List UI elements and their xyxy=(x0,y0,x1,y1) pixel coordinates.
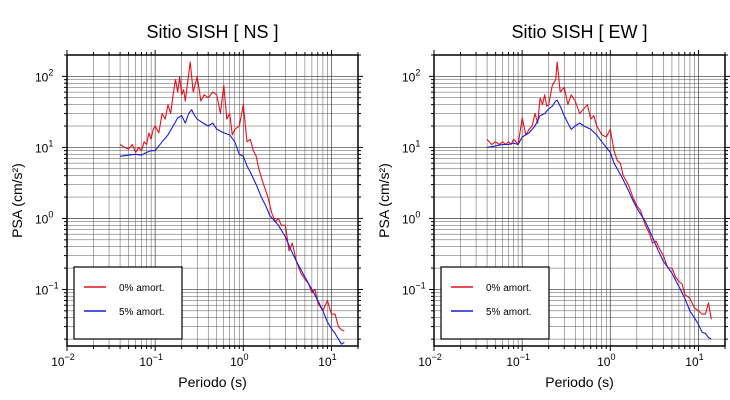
tick-marks xyxy=(429,50,730,351)
tick-base: 10 xyxy=(402,70,416,84)
y-tick-label: 102 xyxy=(35,67,53,84)
y-tick-label: 101 xyxy=(35,138,53,155)
tick-base: 10 xyxy=(35,70,49,84)
series-line-undamped xyxy=(119,61,345,332)
tick-exponent: 2 xyxy=(48,67,53,77)
x-axis-label: Periodo (s) xyxy=(545,374,613,390)
chart-title: Sitio SISH [ EW ] xyxy=(511,22,647,42)
tick-exponent: 1 xyxy=(48,138,53,148)
y-tick-label: 10−1 xyxy=(35,280,59,297)
tick-exponent: −2 xyxy=(432,352,442,362)
y-tick-label: 100 xyxy=(35,209,53,226)
x-tick-label: 10−1 xyxy=(139,352,163,369)
tick-base: 10 xyxy=(35,141,49,155)
tick-exponent: 1 xyxy=(332,352,337,362)
tick-exponent: −1 xyxy=(48,280,58,290)
y-axis-label: PSA (cm/s²) xyxy=(9,163,25,238)
y-axis-label: PSA (cm/s²) xyxy=(376,163,392,238)
chart-panel-ew: Sitio SISH [ EW ]10−2 10−1 100 10110−110010… xyxy=(376,22,730,390)
tick-exponent: 1 xyxy=(699,352,704,362)
tick-exponent: 0 xyxy=(610,352,615,362)
tick-exponent: −2 xyxy=(65,352,75,362)
y-tick-label: 10−1 xyxy=(402,280,426,297)
legend: 0% amort. 5% amort. xyxy=(440,266,550,340)
tick-base: 10 xyxy=(418,355,432,369)
legend-label: 0% amort. xyxy=(119,283,165,294)
legend-box xyxy=(73,266,183,340)
tick-base: 10 xyxy=(402,212,416,226)
tick-exponent: 1 xyxy=(415,138,420,148)
chart-title: Sitio SISH [ NS ] xyxy=(146,22,278,42)
x-tick-label: 10−1 xyxy=(506,352,530,369)
y-tick-label: 100 xyxy=(402,209,420,226)
tick-base: 10 xyxy=(506,355,520,369)
y-tick-label: 101 xyxy=(402,138,420,155)
legend-label: 5% amort. xyxy=(119,307,165,318)
grid xyxy=(66,54,359,346)
x-axis-label: Periodo (s) xyxy=(178,374,246,390)
tick-exponent: 2 xyxy=(415,67,420,77)
tick-marks xyxy=(62,50,363,351)
plot-frame xyxy=(433,54,726,347)
tick-base: 10 xyxy=(35,283,49,297)
tick-base: 10 xyxy=(139,355,153,369)
plot-frame xyxy=(66,54,359,347)
tick-base: 10 xyxy=(35,212,49,226)
tick-exponent: −1 xyxy=(415,280,425,290)
tick-base: 10 xyxy=(230,355,244,369)
legend: 0% amort. 5% amort. xyxy=(73,266,183,340)
tick-base: 10 xyxy=(597,355,611,369)
tick-base: 10 xyxy=(685,355,699,369)
tick-exponent: −1 xyxy=(520,352,530,362)
tick-base: 10 xyxy=(318,355,332,369)
legend-label: 5% amort. xyxy=(486,307,532,318)
x-tick-label: 100 xyxy=(230,352,248,369)
x-tick-label: 101 xyxy=(685,352,703,369)
tick-exponent: 0 xyxy=(243,352,248,362)
legend-label: 0% amort. xyxy=(486,283,532,294)
legend-box xyxy=(440,266,550,340)
tick-base: 10 xyxy=(51,355,65,369)
chart-panel-ns: Sitio SISH [ NS ]10−2 10−1 100 10110−110010… xyxy=(9,22,363,390)
x-tick-label: 10−2 xyxy=(51,352,75,369)
series-line-damped xyxy=(487,99,712,340)
series-line-undamped xyxy=(486,61,712,320)
tick-base: 10 xyxy=(402,283,416,297)
tick-exponent: −1 xyxy=(153,352,163,362)
tick-exponent: 0 xyxy=(415,209,420,219)
series-line-damped xyxy=(120,109,345,345)
x-tick-label: 101 xyxy=(318,352,336,369)
tick-base: 10 xyxy=(402,141,416,155)
tick-exponent: 0 xyxy=(48,209,53,219)
y-tick-label: 102 xyxy=(402,67,420,84)
x-tick-label: 10−2 xyxy=(418,352,442,369)
x-tick-label: 100 xyxy=(597,352,615,369)
